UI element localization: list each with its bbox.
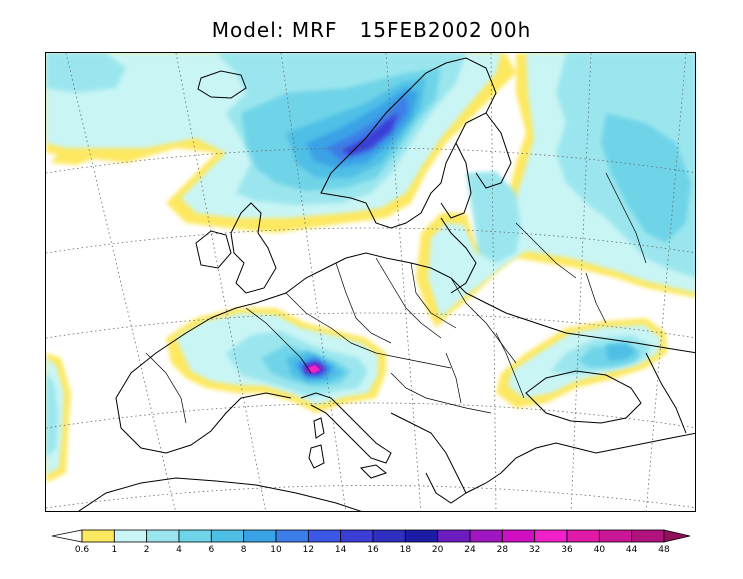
colorbar-tick-label: 20 [431, 545, 444, 555]
colorbar-box [178, 529, 212, 543]
colorbar-box [307, 529, 342, 543]
colorbar-box [534, 529, 568, 543]
colorbar-tick-label: 28 [496, 545, 509, 555]
colorbar-box [437, 529, 471, 543]
chart-title: Model: MRF 15FEB2002 00h [211, 18, 532, 42]
colorbar-box [372, 529, 406, 543]
graticule [46, 53, 695, 511]
map-panel [45, 52, 696, 512]
colorbar-box [275, 529, 309, 543]
colorbar-box [340, 529, 374, 543]
colorbar-tick-label: 18 [399, 545, 412, 555]
colorbar-tick-label: 16 [367, 545, 379, 555]
colorbar-box [113, 529, 148, 543]
colorbar-tick-label: 48 [658, 545, 670, 555]
colorbar [52, 529, 691, 543]
country-borders [145, 172, 647, 424]
colorbar-box [598, 529, 633, 543]
colorbar-tick-label: 1 [111, 545, 118, 555]
colorbar-box [501, 529, 536, 543]
colorbar-box [146, 529, 180, 543]
colorbar-box [404, 529, 439, 543]
colorbar-high-arrow [663, 529, 691, 543]
colorbar-tick-label: 0.6 [74, 545, 90, 555]
colorbar-tick-label: 6 [208, 545, 215, 555]
colorbar-tick-label: 36 [561, 545, 573, 555]
colorbar-tick-label: 10 [270, 545, 282, 555]
colorbar-tick-label: 44 [625, 545, 638, 555]
colorbar-box [243, 529, 277, 543]
colorbar-box [566, 529, 600, 543]
colorbar-tick-label: 32 [528, 545, 541, 555]
colorbar-tick-label: 12 [302, 545, 315, 555]
colorbar-tick-label: 14 [334, 545, 347, 555]
colorbar-box [81, 529, 115, 543]
contour-band-32 [308, 365, 320, 373]
colorbar-tick-label: 8 [240, 545, 247, 555]
colorbar-low-arrow [52, 529, 83, 543]
colorbar-tick-label: 2 [143, 545, 150, 555]
colorbar-tick-label: 40 [593, 545, 606, 555]
colorbar-tick-label: 4 [176, 545, 182, 555]
colorbar-box [469, 529, 503, 543]
colorbar-box [210, 529, 245, 543]
colorbar-tick-label: 24 [464, 545, 476, 555]
precipitation-map [46, 53, 695, 511]
coastlines [78, 57, 695, 511]
colorbar-box [631, 529, 665, 543]
